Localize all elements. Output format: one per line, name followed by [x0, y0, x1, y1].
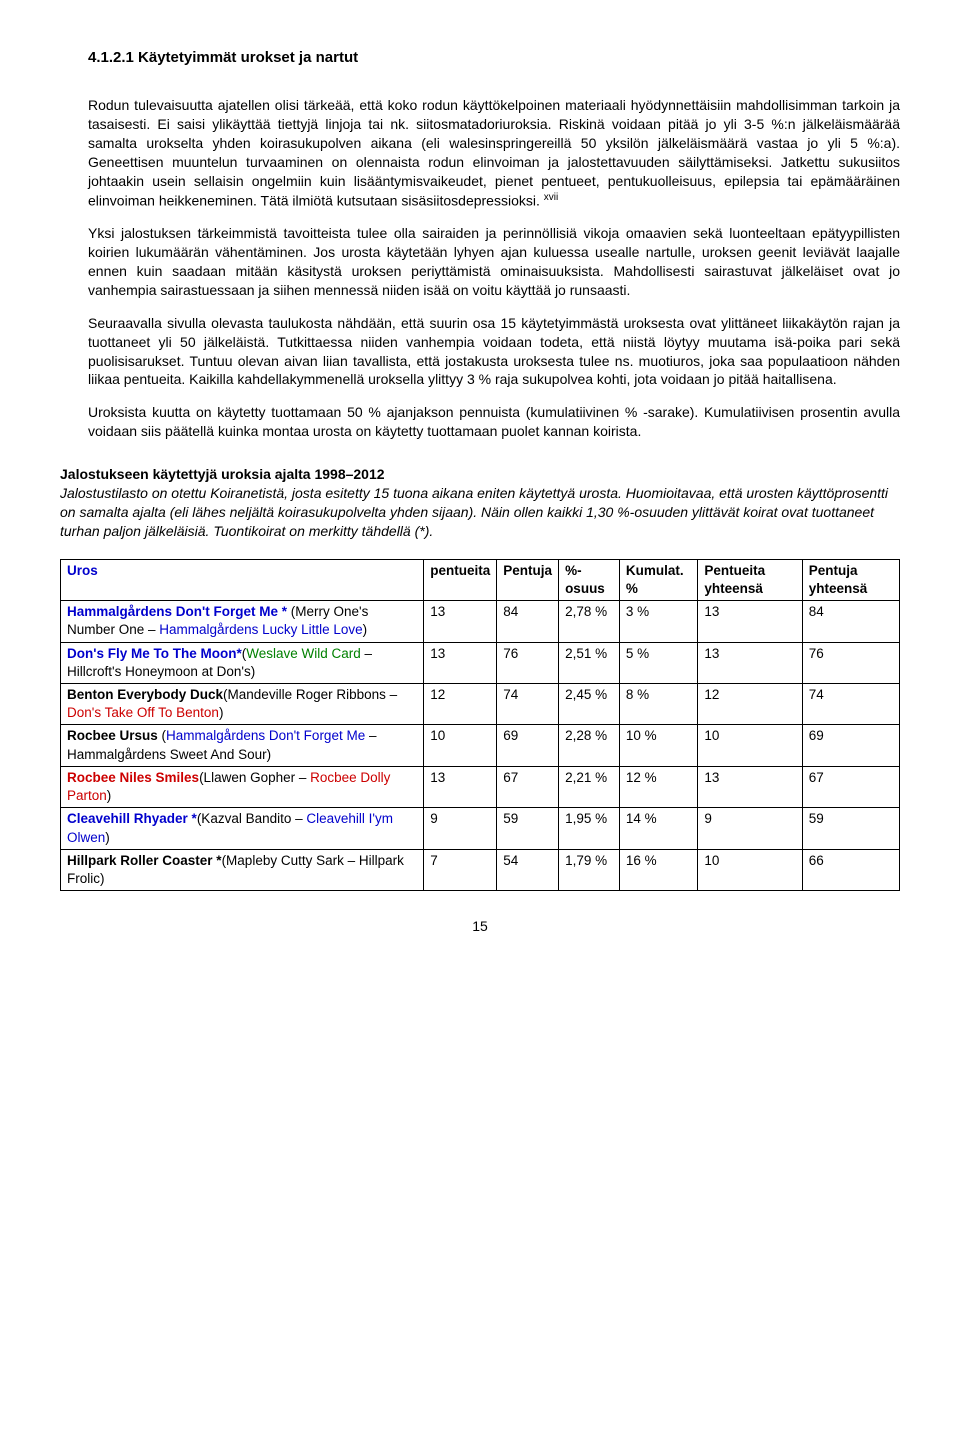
- col-pentuja: Pentuja: [497, 559, 559, 600]
- col-osuus: %-osuus: [559, 559, 620, 600]
- cell-value: 13: [424, 601, 497, 642]
- cell-uros: Rocbee Niles Smiles(Llawen Gopher – Rocb…: [61, 766, 424, 807]
- cell-value: 66: [802, 849, 899, 890]
- cell-uros: Hillpark Roller Coaster *(Mapleby Cutty …: [61, 849, 424, 890]
- cell-uros: Rocbee Ursus (Hammalgårdens Don't Forget…: [61, 725, 424, 766]
- cell-uros: Hammalgårdens Don't Forget Me * (Merry O…: [61, 601, 424, 642]
- paragraph-1: Rodun tulevaisuutta ajatellen olisi tärk…: [88, 96, 900, 210]
- section-heading: 4.1.2.1 Käytetyimmät urokset ja nartut: [60, 48, 900, 68]
- cell-value: 9: [424, 808, 497, 849]
- table-row: Benton Everybody Duck(Mandeville Roger R…: [61, 684, 900, 725]
- cell-value: 10: [698, 849, 802, 890]
- cell-value: 13: [698, 601, 802, 642]
- cell-value: 1,79 %: [559, 849, 620, 890]
- cell-value: 2,51 %: [559, 642, 620, 683]
- cell-value: 2,78 %: [559, 601, 620, 642]
- cell-value: 16 %: [619, 849, 697, 890]
- col-uros: Uros: [61, 559, 424, 600]
- cell-value: 59: [497, 808, 559, 849]
- col-pentueita: pentueita: [424, 559, 497, 600]
- cell-value: 84: [497, 601, 559, 642]
- cell-value: 10: [698, 725, 802, 766]
- table-heading: Jalostukseen käytettyjä uroksia ajalta 1…: [60, 465, 900, 484]
- cell-value: 10: [424, 725, 497, 766]
- table-description: Jalostustilasto on otettu Koiranetistä, …: [60, 484, 900, 541]
- cell-value: 69: [497, 725, 559, 766]
- cell-value: 2,28 %: [559, 725, 620, 766]
- col-pentueita-yht: Pentueita yhteensä: [698, 559, 802, 600]
- cell-value: 59: [802, 808, 899, 849]
- col-pentuja-yht: Pentuja yhteensä: [802, 559, 899, 600]
- table-row: Rocbee Niles Smiles(Llawen Gopher – Rocb…: [61, 766, 900, 807]
- cell-value: 1,95 %: [559, 808, 620, 849]
- cell-value: 10 %: [619, 725, 697, 766]
- cell-value: 5 %: [619, 642, 697, 683]
- cell-value: 12: [698, 684, 802, 725]
- stallion-table: Uros pentueita Pentuja %-osuus Kumulat. …: [60, 559, 900, 892]
- cell-value: 67: [497, 766, 559, 807]
- cell-value: 13: [424, 642, 497, 683]
- page-number: 15: [60, 917, 900, 936]
- cell-uros: Cleavehill Rhyader *(Kazval Bandito – Cl…: [61, 808, 424, 849]
- cell-value: 74: [802, 684, 899, 725]
- cell-value: 13: [424, 766, 497, 807]
- cell-value: 69: [802, 725, 899, 766]
- cell-value: 7: [424, 849, 497, 890]
- table-row: Hillpark Roller Coaster *(Mapleby Cutty …: [61, 849, 900, 890]
- cell-value: 76: [497, 642, 559, 683]
- cell-value: 13: [698, 642, 802, 683]
- cell-uros: Benton Everybody Duck(Mandeville Roger R…: [61, 684, 424, 725]
- table-row: Rocbee Ursus (Hammalgårdens Don't Forget…: [61, 725, 900, 766]
- table-row: Cleavehill Rhyader *(Kazval Bandito – Cl…: [61, 808, 900, 849]
- cell-value: 3 %: [619, 601, 697, 642]
- cell-value: 74: [497, 684, 559, 725]
- cell-value: 14 %: [619, 808, 697, 849]
- cell-value: 2,45 %: [559, 684, 620, 725]
- cell-value: 76: [802, 642, 899, 683]
- cell-value: 84: [802, 601, 899, 642]
- cell-value: 2,21 %: [559, 766, 620, 807]
- paragraph-2: Yksi jalostuksen tärkeimmistä tavoitteis…: [88, 224, 900, 300]
- cell-value: 12: [424, 684, 497, 725]
- cell-value: 8 %: [619, 684, 697, 725]
- body-text: Rodun tulevaisuutta ajatellen olisi tärk…: [60, 96, 900, 441]
- cell-value: 54: [497, 849, 559, 890]
- cell-value: 12 %: [619, 766, 697, 807]
- footnote-ref: xvii: [544, 192, 558, 203]
- table-row: Hammalgårdens Don't Forget Me * (Merry O…: [61, 601, 900, 642]
- cell-value: 9: [698, 808, 802, 849]
- cell-uros: Don's Fly Me To The Moon*(Weslave Wild C…: [61, 642, 424, 683]
- cell-value: 67: [802, 766, 899, 807]
- cell-value: 13: [698, 766, 802, 807]
- table-row: Don's Fly Me To The Moon*(Weslave Wild C…: [61, 642, 900, 683]
- col-kumulat: Kumulat. %: [619, 559, 697, 600]
- paragraph-4: Uroksista kuutta on käytetty tuottamaan …: [88, 403, 900, 441]
- paragraph-3: Seuraavalla sivulla olevasta taulukosta …: [88, 314, 900, 390]
- table-header-row: Uros pentueita Pentuja %-osuus Kumulat. …: [61, 559, 900, 600]
